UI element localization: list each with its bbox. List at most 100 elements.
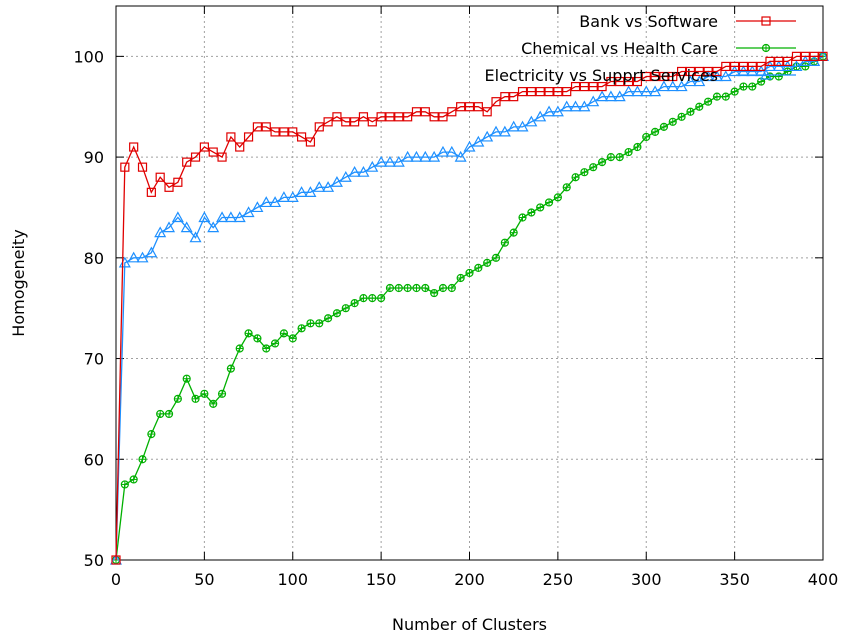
data-point-0 xyxy=(641,71,651,82)
data-point-0 xyxy=(464,102,475,112)
data-point-2 xyxy=(145,246,158,258)
data-point-0 xyxy=(323,117,333,127)
data-point-0 xyxy=(190,152,201,162)
data-point-2 xyxy=(596,90,609,102)
legend-label-0: Bank vs Software xyxy=(579,12,718,31)
data-point-0 xyxy=(535,87,545,97)
data-point-1 xyxy=(730,87,739,96)
data-point-0 xyxy=(341,117,351,127)
data-point-0 xyxy=(164,182,174,192)
data-point-1 xyxy=(394,283,403,293)
y-tick-label: 60 xyxy=(84,450,104,469)
data-point-1 xyxy=(553,193,562,202)
data-point-0 xyxy=(809,51,819,61)
data-point-1 xyxy=(721,92,730,101)
data-point-0 xyxy=(350,117,360,127)
data-point-0 xyxy=(606,76,616,87)
data-point-0 xyxy=(314,122,324,132)
data-point-2 xyxy=(375,155,388,167)
data-point-1 xyxy=(509,228,518,237)
data-point-1 xyxy=(332,309,342,318)
data-point-0 xyxy=(358,112,369,122)
data-point-2 xyxy=(560,100,573,112)
x-tick-label: 0 xyxy=(111,570,121,589)
data-point-2 xyxy=(127,251,140,263)
data-point-1 xyxy=(235,344,244,353)
data-point-0 xyxy=(385,112,395,122)
data-point-0 xyxy=(120,162,130,172)
data-point-1 xyxy=(597,158,607,167)
data-point-0 xyxy=(774,56,784,67)
data-point-1 xyxy=(562,183,571,192)
data-point-0 xyxy=(199,142,209,152)
series xyxy=(109,50,830,565)
data-point-0 xyxy=(685,66,696,77)
legend-marker-0 xyxy=(761,16,771,26)
data-point-0 xyxy=(588,81,598,92)
data-point-0 xyxy=(623,76,634,87)
data-point-2 xyxy=(357,165,370,177)
data-point-0 xyxy=(632,76,643,87)
data-point-0 xyxy=(500,92,510,102)
legend: Bank vs Software Chemical vs Health Care E… xyxy=(485,12,796,85)
data-point-0 xyxy=(217,152,227,162)
data-point-2 xyxy=(613,90,626,102)
data-point-1 xyxy=(783,67,792,76)
data-point-2 xyxy=(260,196,273,208)
data-point-1 xyxy=(606,152,616,162)
data-point-2 xyxy=(498,125,511,137)
data-point-1 xyxy=(306,319,315,328)
data-point-2 xyxy=(622,85,635,97)
data-point-0 xyxy=(279,127,289,137)
data-point-0 xyxy=(694,66,704,77)
data-point-2 xyxy=(587,95,600,107)
data-point-2 xyxy=(507,120,520,132)
data-point-1 xyxy=(262,344,271,353)
data-point-1 xyxy=(350,299,359,308)
data-point-1 xyxy=(377,294,386,303)
data-point-0 xyxy=(562,87,572,97)
axis-ticks: 0 50 100 150 200 250 300 350 400 50 60 70 80 90 100 xyxy=(73,6,838,589)
data-point-0 xyxy=(783,56,793,67)
data-point-2 xyxy=(189,231,202,243)
data-point-0 xyxy=(800,51,810,61)
y-tick-label: 80 xyxy=(84,249,104,268)
data-point-2 xyxy=(604,90,617,102)
data-point-2 xyxy=(472,135,485,147)
data-point-1 xyxy=(412,283,421,293)
data-point-1 xyxy=(403,283,412,293)
data-point-1 xyxy=(686,107,695,116)
data-point-0 xyxy=(243,132,254,142)
data-point-0 xyxy=(756,61,766,72)
data-point-0 xyxy=(721,61,731,72)
data-point-2 xyxy=(790,60,803,72)
data-point-0 xyxy=(730,61,740,72)
data-point-0 xyxy=(155,172,165,182)
y-tick-label: 90 xyxy=(84,148,104,167)
data-point-0 xyxy=(235,142,245,152)
data-point-1 xyxy=(430,288,439,298)
data-point-1 xyxy=(659,122,669,131)
data-point-2 xyxy=(516,120,529,132)
x-tick-label: 200 xyxy=(454,570,485,589)
data-point-1 xyxy=(801,62,810,71)
data-point-1 xyxy=(359,294,368,303)
data-point-2 xyxy=(224,211,237,223)
data-point-0 xyxy=(411,107,422,117)
data-point-2 xyxy=(428,150,441,162)
x-tick-label: 400 xyxy=(808,570,839,589)
data-point-2 xyxy=(578,100,591,112)
x-tick-label: 50 xyxy=(194,570,214,589)
data-point-2 xyxy=(410,150,423,162)
legend-label-1: Chemical vs Health Care xyxy=(521,39,718,58)
data-point-0 xyxy=(305,137,316,147)
data-point-0 xyxy=(650,71,660,82)
data-point-1 xyxy=(164,409,174,419)
data-point-2 xyxy=(242,206,255,218)
data-point-0 xyxy=(288,127,298,137)
data-point-0 xyxy=(129,142,139,152)
series-1 xyxy=(111,52,828,565)
data-point-0 xyxy=(491,97,501,107)
data-point-1 xyxy=(748,82,757,91)
